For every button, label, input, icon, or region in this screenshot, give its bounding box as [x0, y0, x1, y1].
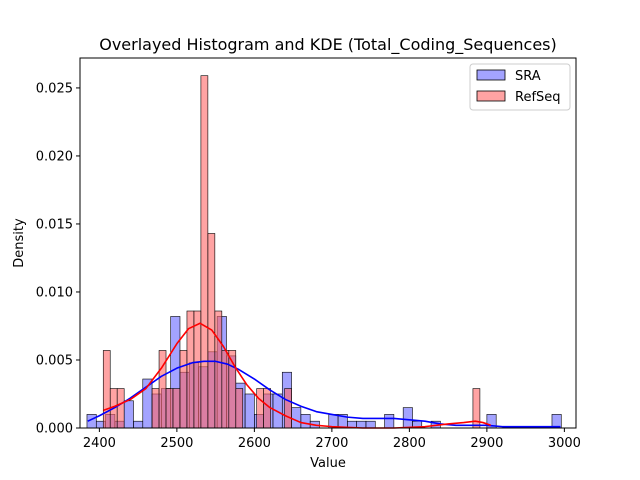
sra-bar-29: [365, 420, 376, 429]
refseq-bar-3: [151, 388, 160, 429]
plot-frame: [79, 57, 577, 429]
refseq-bar-16: [256, 388, 264, 429]
refseq-bar-5: [165, 388, 174, 429]
x-tick-label: 2400: [83, 436, 116, 451]
y-axis-label: Density: [12, 218, 27, 268]
y-tick-label: 0.020: [36, 149, 73, 164]
plot-area: [80, 58, 576, 428]
y-tick-label: 0.005: [36, 353, 73, 368]
x-axis-label: Value: [310, 456, 346, 471]
sra-bar-28: [356, 420, 367, 429]
refseq-bar-13: [221, 350, 230, 429]
y-tick-label: 0.000: [36, 422, 73, 437]
sra-kde-line: [87, 360, 561, 428]
x-axis: 2400 2500 2600 2700 2800 2900 3000: [83, 428, 581, 451]
sra-bar-22: [291, 407, 302, 429]
sra-bar-30: [384, 414, 395, 429]
legend-label-refseq: RefSeq: [515, 90, 561, 105]
x-tick-label: 3000: [548, 436, 581, 451]
legend-swatch-sra: [476, 69, 506, 81]
y-axis: 0.000 0.005 0.010 0.015 0.020 0.025: [36, 81, 80, 437]
x-tick-label: 2800: [393, 436, 426, 451]
y-tick-label: 0.025: [36, 81, 73, 96]
y-tick-label: 0.015: [36, 217, 73, 232]
x-tick-label: 2600: [238, 436, 271, 451]
sra-bar-5: [133, 420, 144, 429]
chart-title: Overlayed Histogram and KDE (Total_Codin…: [99, 35, 557, 55]
refseq-bar-7: [179, 350, 188, 429]
refseq-bar-15: [235, 388, 244, 429]
sra-bar-31: [402, 407, 413, 429]
x-tick-label: 2700: [315, 436, 348, 451]
refseq-bar-18: [284, 388, 292, 429]
refseq-bar-10: [200, 75, 209, 429]
legend: SRA RefSeq: [469, 63, 571, 111]
refseq-bar-6: [172, 388, 181, 429]
refseq-bar-12: [214, 310, 223, 429]
sra-bar-23: [300, 414, 311, 429]
refseq-bar-2: [116, 388, 125, 429]
legend-swatch-refseq: [476, 90, 506, 102]
sra-bar-17: [244, 393, 255, 429]
y-tick-label: 0.010: [36, 285, 73, 300]
sra-bar-4: [123, 400, 134, 429]
refseq-bar-9: [193, 310, 202, 429]
refseq-kde-line: [102, 322, 492, 429]
x-tick-label: 2500: [160, 436, 193, 451]
legend-label-sra: SRA: [515, 69, 541, 84]
x-tick-label: 2900: [470, 436, 503, 451]
kde-lines: [87, 322, 561, 429]
refseq-bar-0: [102, 350, 111, 429]
